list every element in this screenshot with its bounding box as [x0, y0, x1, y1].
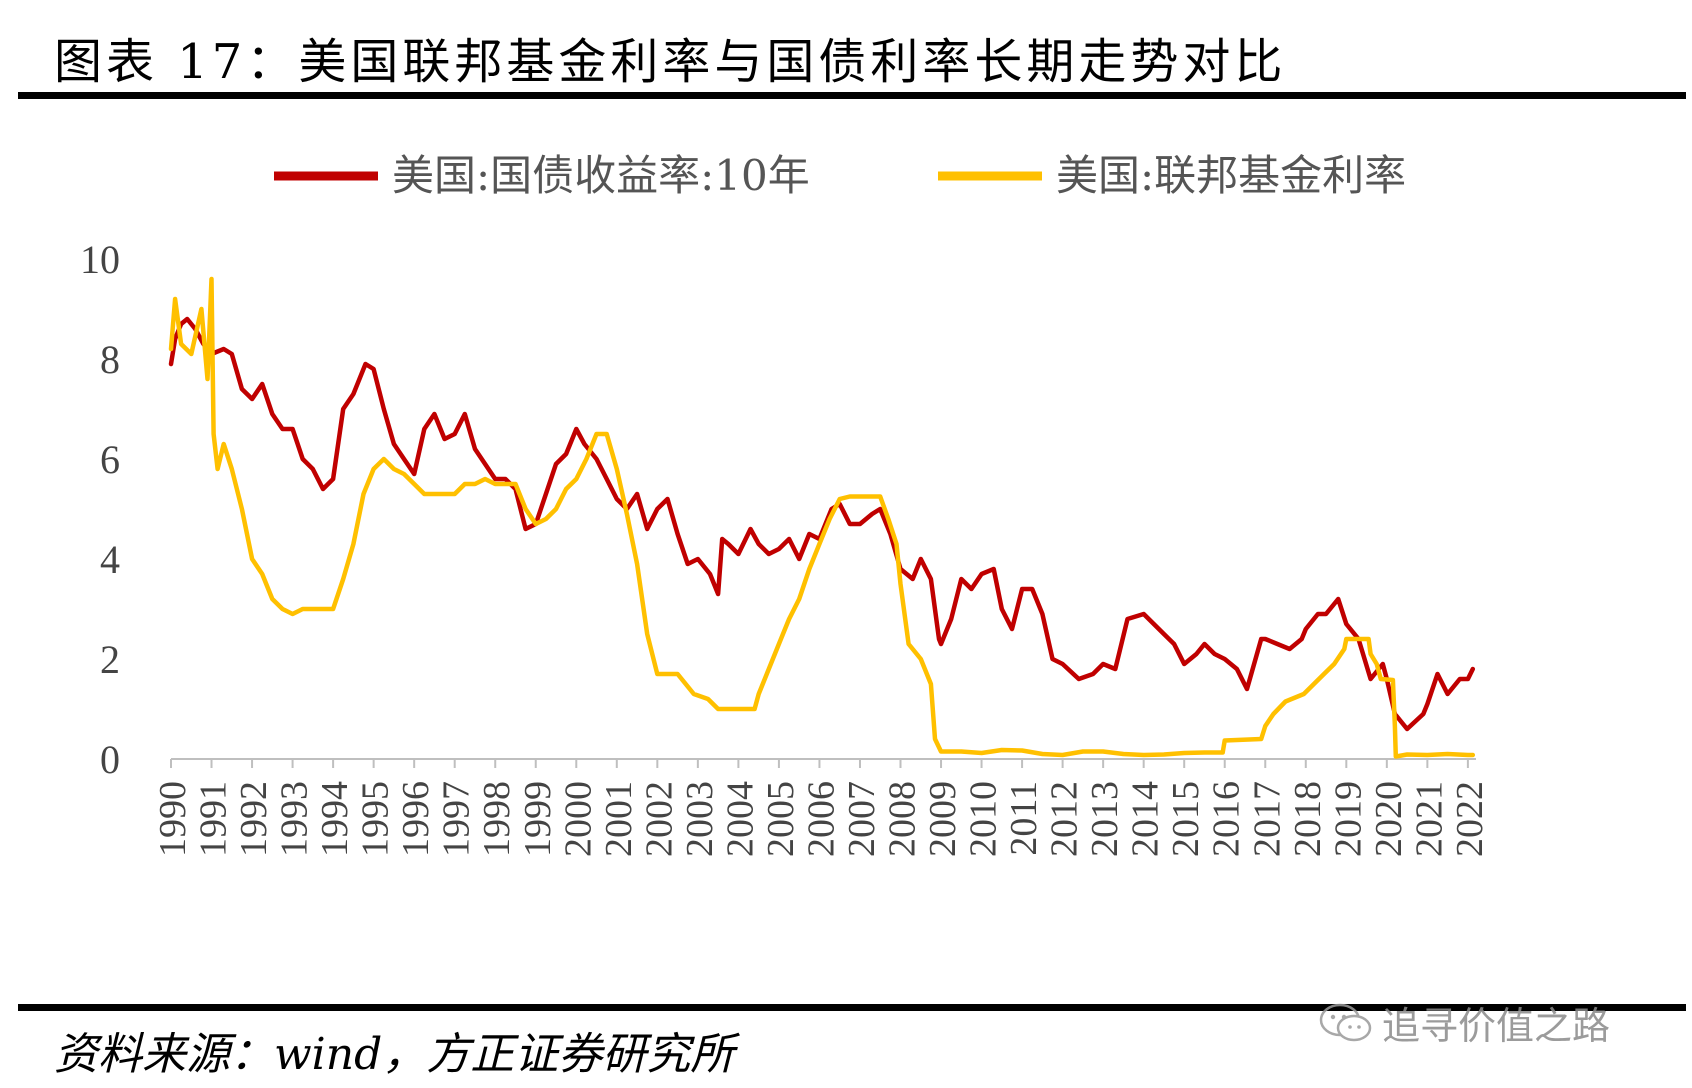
y-tick-label: 4 — [100, 537, 120, 582]
x-tick-label: 2009 — [922, 781, 964, 857]
x-tick-label: 2017 — [1246, 781, 1288, 857]
x-tick-label: 2015 — [1165, 781, 1207, 857]
series-line-treasury-10y — [168, 316, 1476, 732]
footer-divider — [18, 1004, 1686, 1011]
x-tick-label: 2007 — [841, 781, 883, 857]
legend-label-fed-funds: 美国:联邦基金利率 — [1056, 151, 1406, 200]
x-tick-label: 1995 — [355, 781, 397, 857]
x-tick-label: 2021 — [1408, 781, 1450, 857]
y-tick-label: 10 — [80, 237, 120, 282]
x-tick-label: 1997 — [436, 781, 478, 857]
x-tick-label: 2006 — [800, 781, 842, 857]
x-tick-label: 2022 — [1449, 781, 1491, 857]
y-tick-label: 0 — [100, 737, 120, 782]
x-tick-label: 1996 — [395, 781, 437, 857]
x-tick-label: 2004 — [719, 781, 761, 857]
x-tick-label: 1992 — [233, 781, 275, 857]
series-group — [168, 276, 1476, 759]
series-line-fed-funds — [168, 276, 1476, 759]
x-tick-label: 2019 — [1327, 781, 1369, 857]
x-tick-label: 2005 — [760, 781, 802, 857]
x-tick-label: 2018 — [1287, 781, 1329, 857]
x-tick-label: 1991 — [193, 781, 235, 857]
watermark-text: 追寻价值之路 — [1382, 1004, 1611, 1048]
watermark: 追寻价值之路 — [1318, 995, 1610, 1050]
x-tick-label: 2014 — [1125, 781, 1167, 857]
x-tick-label: 2002 — [638, 781, 680, 857]
title-divider — [18, 92, 1686, 99]
legend: 美国:国债收益率:10年 美国:联邦基金利率 — [274, 151, 1406, 200]
axes: 0246810199019911992199319941995199619971… — [80, 237, 1491, 857]
x-tick-label: 2001 — [598, 781, 640, 857]
x-tick-label: 1998 — [476, 781, 518, 857]
y-tick-label: 8 — [100, 337, 120, 382]
x-tick-label: 2011 — [1003, 781, 1045, 856]
legend-label-treasury-10y: 美国:国债收益率:10年 — [392, 151, 810, 200]
x-tick-label: 1999 — [517, 781, 559, 857]
x-tick-label: 2010 — [963, 781, 1005, 857]
x-tick-label: 2000 — [557, 781, 599, 857]
y-tick-label: 2 — [100, 637, 120, 682]
x-tick-label: 2020 — [1368, 781, 1410, 857]
wechat-icon — [1319, 1003, 1372, 1041]
x-tick-label: 2016 — [1206, 781, 1248, 857]
x-tick-label: 2008 — [882, 781, 924, 857]
x-tick-label: 2003 — [679, 781, 721, 857]
x-tick-label: 1990 — [152, 781, 194, 857]
x-tick-label: 1993 — [274, 781, 316, 857]
x-tick-label: 2012 — [1044, 781, 1086, 857]
x-tick-label: 2013 — [1084, 781, 1126, 857]
source-note: 资料来源：wind，方正证券研究所 — [54, 1029, 735, 1080]
chart-title: 图表 17：美国联邦基金利率与国债利率长期走势对比 — [54, 34, 1287, 90]
line-chart: 美国:国债收益率:10年 美国:联邦基金利率 02468101990199119… — [80, 151, 1491, 857]
y-tick-label: 6 — [100, 437, 120, 482]
x-tick-label: 1994 — [314, 781, 356, 857]
